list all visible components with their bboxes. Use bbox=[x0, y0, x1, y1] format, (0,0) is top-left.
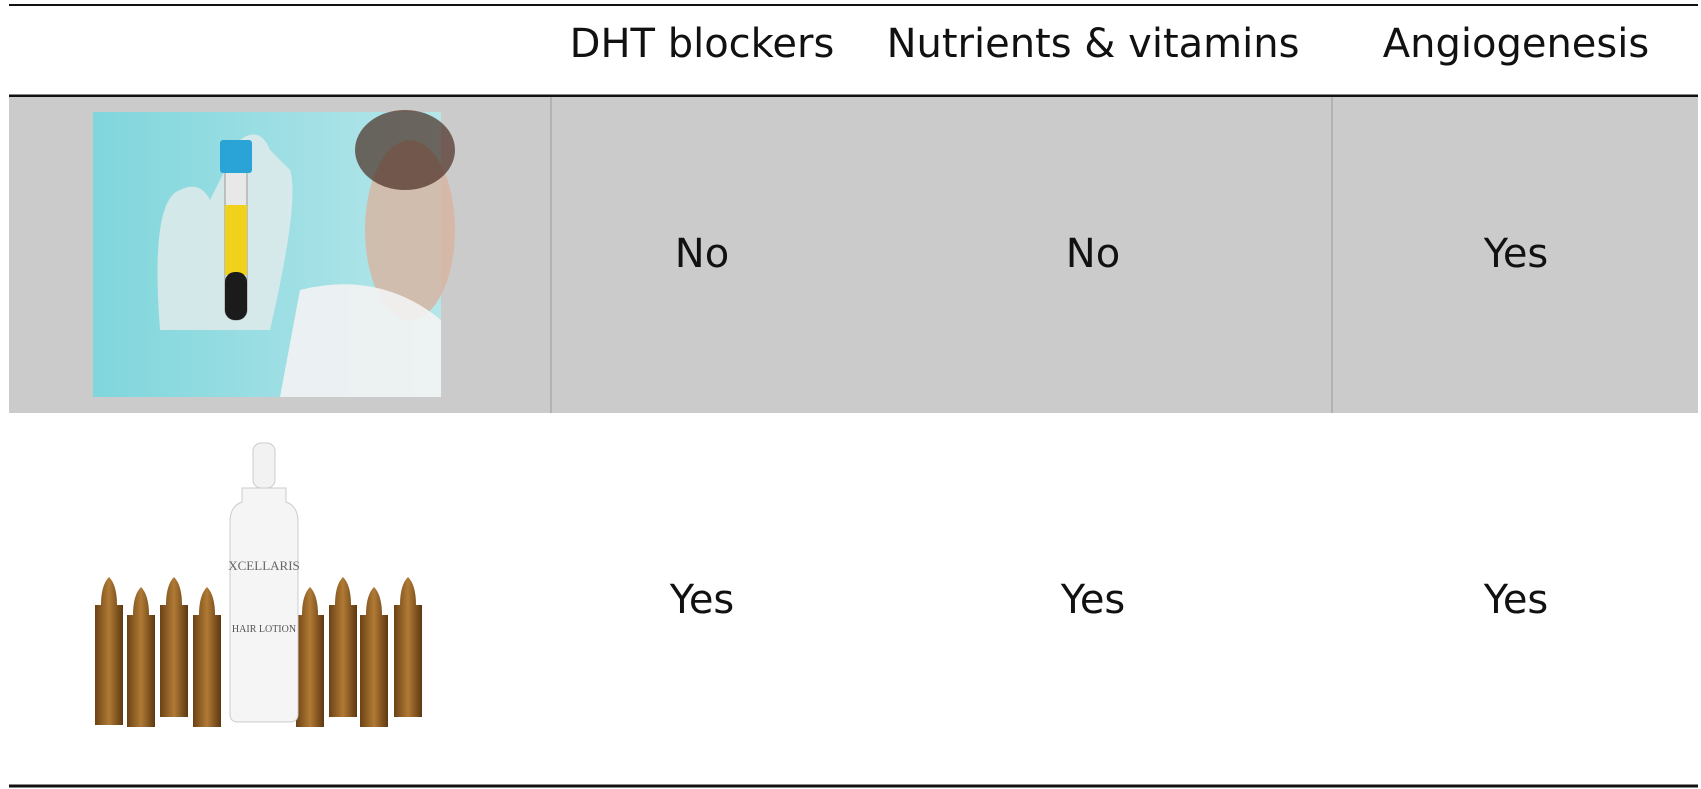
column-header: DHT blockers bbox=[570, 21, 835, 67]
product-brand: XCELLARIS bbox=[228, 558, 300, 573]
table-cell: Yes bbox=[1483, 231, 1549, 277]
column-header: Nutrients & vitamins bbox=[887, 21, 1300, 67]
column-header: Angiogenesis bbox=[1383, 21, 1649, 67]
product-photo: XCELLARIS HAIR LOTION bbox=[95, 443, 422, 727]
prp-photo bbox=[93, 110, 455, 397]
table-cell: Yes bbox=[1483, 577, 1549, 623]
table-cell: No bbox=[675, 231, 729, 277]
comparison-table: DHT blockers Nutrients & vitamins Angiog… bbox=[0, 0, 1701, 789]
table-cell: Yes bbox=[1060, 577, 1126, 623]
table-cell: Yes bbox=[669, 577, 735, 623]
table-cell: No bbox=[1066, 231, 1120, 277]
product-name: HAIR LOTION bbox=[232, 624, 296, 635]
